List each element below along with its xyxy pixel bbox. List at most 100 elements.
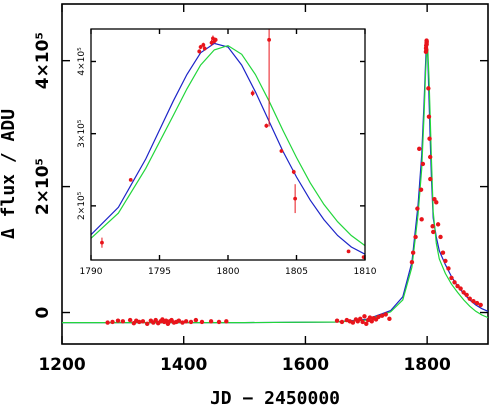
main-data-point: [208, 319, 214, 324]
inset-y-tick-label: 3×10⁵: [77, 119, 87, 148]
inset-data-point: [197, 49, 202, 54]
main-data-point: [362, 314, 367, 319]
x-axis-label: JD − 2450000: [210, 388, 340, 409]
main-data-point: [427, 154, 433, 160]
main-data-point: [478, 302, 483, 308]
main-data-point: [464, 292, 469, 298]
main-data-point: [438, 234, 443, 240]
main-data-point: [413, 234, 418, 240]
main-data-point: [127, 317, 133, 323]
main-data-point: [434, 200, 439, 205]
main-data-point: [140, 319, 146, 324]
main-data-point: [455, 283, 460, 289]
main-data-point: [431, 229, 436, 235]
inset-data-point: [250, 91, 255, 96]
inset-x-tick-label: 1795: [148, 267, 171, 277]
main-data-point: [443, 258, 448, 264]
inset-data-point: [279, 149, 284, 153]
main-data-point: [180, 320, 185, 325]
main-data-point: [358, 316, 363, 322]
main-plot: 1200 1400 1600 1800 0 2×10⁵ 4×10⁵ JD − 245000…: [0, 3, 489, 409]
inset-background: [91, 29, 365, 260]
main-data-point: [417, 146, 422, 152]
main-data-point: [458, 286, 463, 291]
inset-x-tick-label: 1810: [354, 267, 377, 277]
inset-data-point: [293, 196, 298, 201]
main-data-point: [426, 86, 431, 91]
main-data-point: [334, 318, 340, 323]
main-y-tick-label: 4×10⁵: [33, 32, 53, 89]
inset-data-point: [267, 37, 271, 42]
main-x-tick-label: 1800: [403, 355, 450, 375]
main-y-tick-label: 2×10⁵: [33, 158, 53, 215]
main-data-point: [115, 318, 121, 323]
main-data-point: [419, 217, 424, 222]
inset-data-point: [128, 177, 133, 182]
inset-data-point: [198, 45, 203, 49]
inset-y-tick-label: 2×10⁵: [77, 191, 87, 220]
main-data-point: [467, 296, 472, 301]
main-data-point: [387, 316, 392, 322]
main-x-tick-label: 1600: [282, 355, 329, 375]
main-data-point: [471, 298, 476, 304]
main-data-point: [153, 317, 158, 323]
main-data-point: [427, 136, 432, 141]
inset-data-points: [100, 29, 365, 260]
inset-x-tick-label: 1790: [80, 267, 103, 277]
main-data-point: [360, 319, 365, 325]
main-data-point: [110, 319, 115, 325]
main-data-point: [176, 318, 182, 323]
main-data-point: [424, 39, 429, 44]
main-data-point: [137, 319, 142, 325]
main-x-ticks: 1200 1400 1600 1800: [38, 4, 451, 375]
inset-data-point: [291, 170, 296, 174]
main-data-point: [440, 250, 446, 255]
main-data-point: [449, 275, 454, 281]
inset-data-point: [213, 37, 218, 42]
main-data-point: [199, 319, 205, 325]
main-data-point: [426, 114, 432, 119]
inset-model-curve-2: [91, 44, 365, 247]
main-data-point: [435, 222, 441, 227]
main-data-point: [105, 320, 110, 325]
main-y-ticks: 0 2×10⁵ 4×10⁵: [33, 32, 488, 318]
main-data-point: [409, 259, 415, 265]
main-data-point: [461, 290, 466, 295]
main-data-point: [339, 319, 345, 325]
main-data-point: [350, 320, 356, 325]
inset-model-curve-1: [91, 42, 365, 255]
main-data-points: [105, 38, 483, 327]
main-data-point: [145, 321, 150, 327]
main-data-point: [383, 312, 388, 317]
inset-x-tick-label: 1800: [217, 267, 240, 277]
main-data-point: [415, 206, 420, 211]
inset-data-point: [201, 42, 206, 47]
main-data-point: [376, 314, 381, 320]
main-data-point: [193, 317, 199, 323]
main-data-point: [216, 319, 222, 325]
main-data-point: [420, 161, 426, 167]
main-data-point: [224, 319, 229, 324]
inset-data-point: [100, 240, 104, 245]
main-data-point: [379, 313, 385, 318]
inset-x-ticks: 1790 1795 1800 1805 1810: [80, 29, 377, 277]
main-y-tick-label: 0: [33, 306, 53, 318]
y-axis-label: Δ flux / ADU: [0, 109, 19, 239]
main-data-point: [446, 266, 451, 271]
main-data-point: [188, 319, 194, 325]
main-data-point: [120, 319, 126, 324]
main-data-point: [367, 315, 373, 320]
main-data-point: [418, 187, 424, 192]
inset-y-ticks: 2×10⁵ 3×10⁵ 4×10⁵: [77, 47, 365, 220]
inset-data-point: [202, 46, 207, 51]
inset-data-point: [361, 255, 365, 260]
inset-data-point: [346, 249, 351, 254]
inset-model-curves: [91, 42, 365, 255]
main-x-tick-label: 1400: [160, 355, 207, 375]
main-x-tick-label: 1200: [38, 355, 85, 375]
main-data-point: [428, 176, 433, 182]
main-data-point: [424, 47, 429, 53]
main-data-point: [474, 300, 480, 306]
main-data-point: [364, 321, 369, 327]
